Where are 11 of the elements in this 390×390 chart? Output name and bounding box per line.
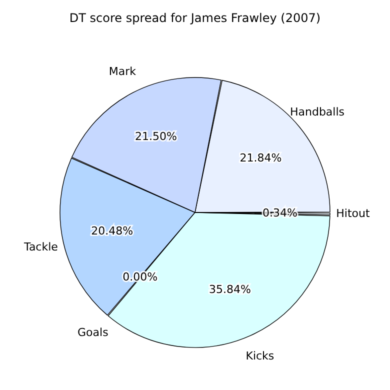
data-label: 21.50% [135,130,177,143]
data-label: 21.84% [240,152,282,165]
chart-title: DT score spread for James Frawley (2007) [69,11,321,25]
slice-label: Kicks [246,350,274,363]
data-label: 35.84% [208,282,251,296]
slice-label: Handballs [290,105,345,118]
data-label: 20.48% [91,224,134,238]
slice-label: Mark [108,65,137,78]
category-label: Goals [78,326,108,340]
slice-label: Hitout [336,207,371,220]
slice-label: Tackle [23,240,58,254]
